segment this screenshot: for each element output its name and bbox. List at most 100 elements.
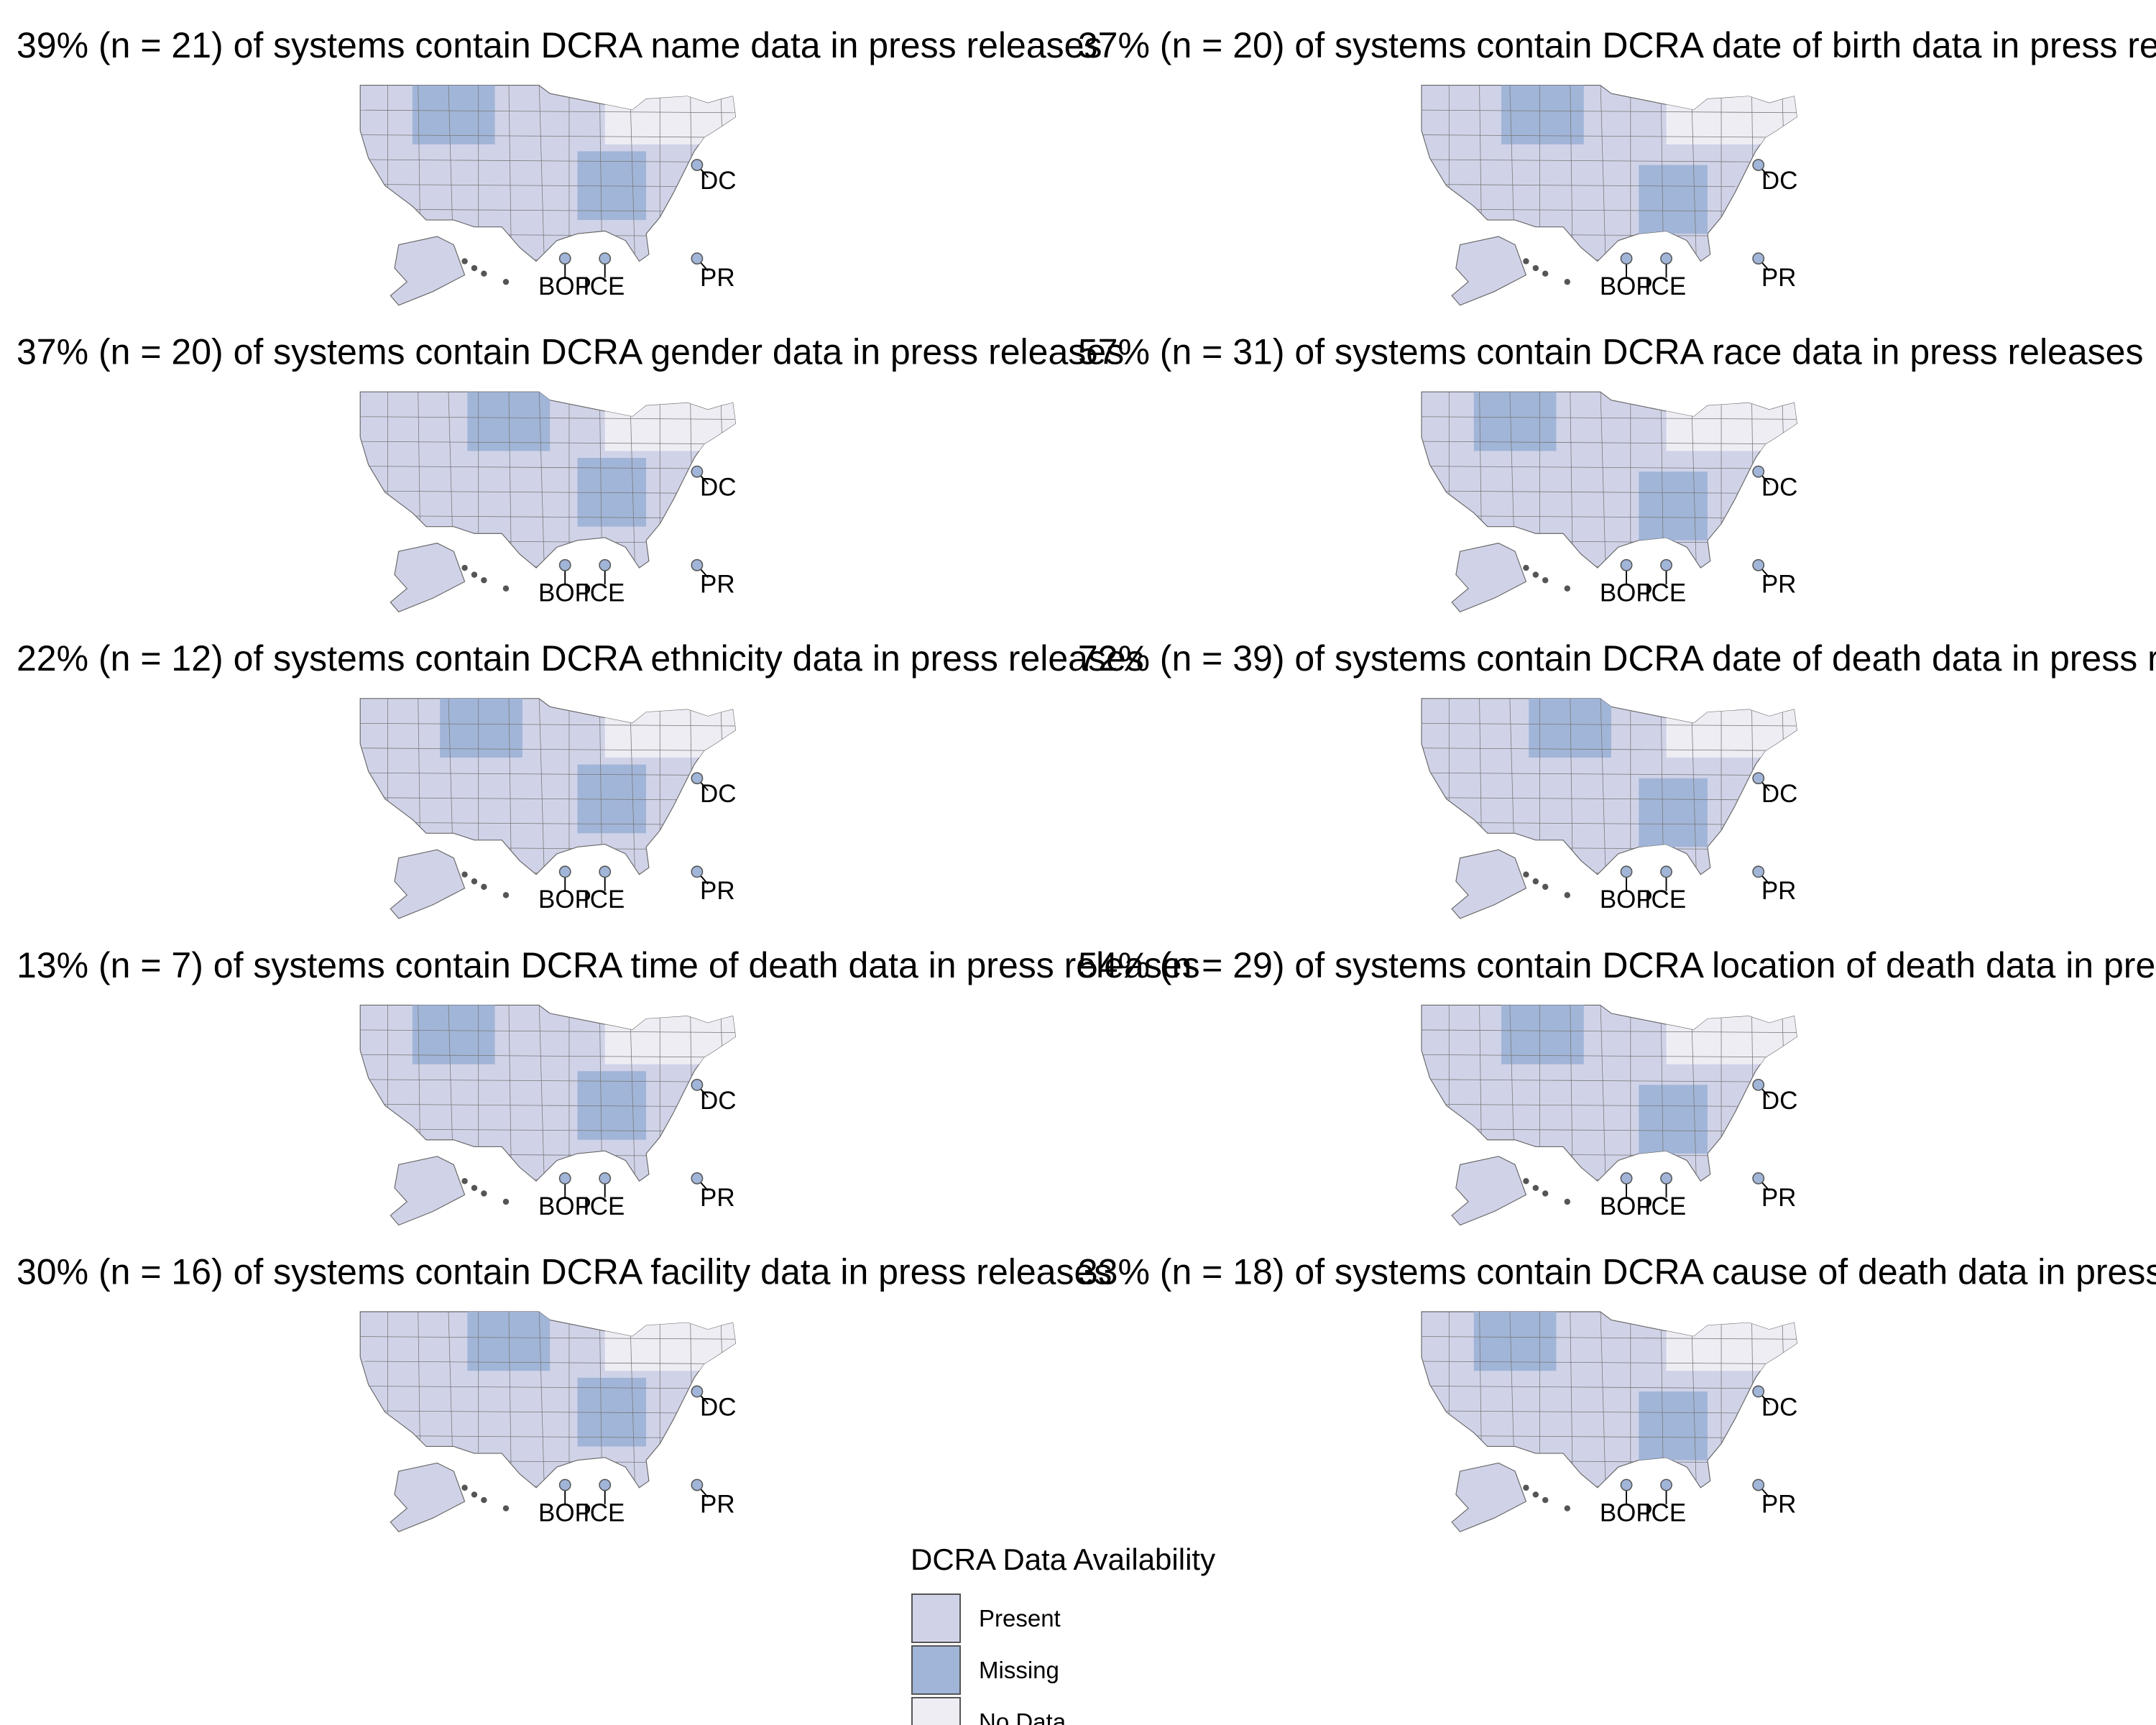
region bbox=[412, 1005, 495, 1064]
state-border bbox=[1600, 1005, 1606, 1182]
marker bbox=[1752, 772, 1765, 785]
hawaii bbox=[471, 264, 478, 272]
state-border bbox=[360, 159, 736, 163]
map-panel bbox=[1421, 1311, 1797, 1532]
marker bbox=[691, 1172, 704, 1184]
state-border bbox=[1600, 392, 1606, 569]
state-border bbox=[508, 85, 512, 262]
marker bbox=[1660, 558, 1672, 571]
state-border bbox=[1570, 1005, 1573, 1182]
marker bbox=[1752, 1478, 1765, 1491]
hawaii bbox=[471, 571, 478, 578]
state-border bbox=[360, 1385, 736, 1389]
state-border bbox=[360, 1029, 736, 1034]
map-panel bbox=[1421, 391, 1797, 612]
region bbox=[1639, 1085, 1708, 1154]
hawaii bbox=[1532, 264, 1539, 272]
map-label: PR bbox=[700, 1184, 735, 1212]
alaska bbox=[390, 236, 466, 306]
map-label: PR bbox=[1761, 571, 1797, 599]
panel-title: 72% (n = 39) of systems contain DCRA dat… bbox=[1078, 638, 2156, 678]
map-label: BOP bbox=[538, 1192, 591, 1220]
marker bbox=[691, 1478, 704, 1491]
map-label: ICE bbox=[1644, 1499, 1686, 1527]
map-label: ICE bbox=[583, 579, 625, 607]
region bbox=[1639, 1391, 1708, 1460]
region bbox=[577, 1071, 647, 1140]
marker bbox=[599, 252, 612, 265]
region bbox=[440, 698, 522, 758]
panel-title: 54% (n = 29) of systems contain DCRA loc… bbox=[1078, 945, 2156, 985]
hawaii bbox=[1542, 270, 1549, 277]
state-border bbox=[538, 1005, 545, 1182]
state-border bbox=[1422, 772, 1797, 776]
hawaii bbox=[502, 892, 510, 898]
marker bbox=[1752, 865, 1765, 878]
state-border bbox=[1422, 416, 1797, 420]
map-label: ICE bbox=[1644, 886, 1686, 914]
state-border bbox=[360, 1336, 736, 1340]
map-panel bbox=[359, 1311, 737, 1532]
region bbox=[1473, 1312, 1557, 1371]
state-border bbox=[508, 1005, 512, 1182]
alaska bbox=[1451, 1156, 1527, 1226]
panel-title: 22% (n = 12) of systems contain DCRA eth… bbox=[17, 638, 1144, 678]
region bbox=[1639, 778, 1708, 847]
hawaii bbox=[1542, 1496, 1549, 1504]
state-border bbox=[538, 85, 545, 262]
panel-title: 30% (n = 16) of systems contain DCRA fac… bbox=[17, 1251, 1112, 1292]
state-border bbox=[1422, 134, 1797, 138]
panel-title: 37% (n = 20) of systems contain DCRA dat… bbox=[1078, 25, 2156, 65]
state-border bbox=[538, 698, 545, 875]
hawaii bbox=[471, 1491, 478, 1498]
state-border bbox=[1422, 1054, 1797, 1058]
map-label: ICE bbox=[1644, 579, 1686, 607]
region bbox=[467, 1312, 550, 1371]
marker bbox=[691, 1385, 704, 1398]
alaska bbox=[1451, 849, 1527, 919]
region bbox=[1639, 165, 1708, 234]
hawaii bbox=[461, 1484, 468, 1491]
marker bbox=[1660, 865, 1672, 878]
hawaii bbox=[1564, 892, 1571, 898]
region bbox=[577, 764, 647, 834]
hawaii bbox=[481, 577, 487, 584]
region bbox=[577, 458, 647, 527]
hawaii bbox=[1532, 878, 1539, 885]
panel-title: 57% (n = 31) of systems contain DCRA rac… bbox=[1078, 332, 2144, 372]
alaska bbox=[390, 1462, 466, 1532]
state-border bbox=[360, 1079, 736, 1082]
alaska bbox=[1451, 1462, 1527, 1532]
marker bbox=[691, 465, 704, 478]
map-label: DC bbox=[1761, 780, 1798, 808]
alaska bbox=[1451, 236, 1527, 306]
marker bbox=[1620, 865, 1633, 878]
hawaii bbox=[1523, 871, 1529, 878]
state-border bbox=[1570, 698, 1573, 875]
panel-title: 37% (n = 20) of systems contain DCRA gen… bbox=[17, 332, 1124, 372]
map-panel bbox=[359, 698, 737, 919]
marker bbox=[599, 865, 612, 878]
state-border bbox=[538, 1312, 545, 1488]
hawaii bbox=[1564, 1505, 1571, 1512]
map-label: BOP bbox=[538, 1499, 591, 1527]
map-panel bbox=[1421, 1004, 1797, 1226]
map-label: DC bbox=[700, 780, 737, 808]
state-border bbox=[1422, 466, 1797, 469]
map-panel bbox=[359, 85, 737, 306]
region bbox=[1666, 1312, 1797, 1371]
region bbox=[604, 1005, 736, 1064]
state-border bbox=[1422, 109, 1797, 114]
state-border bbox=[1422, 1361, 1797, 1365]
state-border bbox=[508, 1312, 512, 1488]
hawaii bbox=[471, 1184, 478, 1192]
map-panel bbox=[1421, 698, 1797, 919]
region bbox=[604, 1312, 736, 1371]
marker bbox=[1752, 465, 1765, 478]
hawaii bbox=[481, 883, 487, 891]
legend-label: Missing bbox=[979, 1657, 1059, 1683]
state-border bbox=[360, 722, 736, 727]
state-border bbox=[360, 109, 736, 114]
hawaii bbox=[461, 1178, 468, 1184]
